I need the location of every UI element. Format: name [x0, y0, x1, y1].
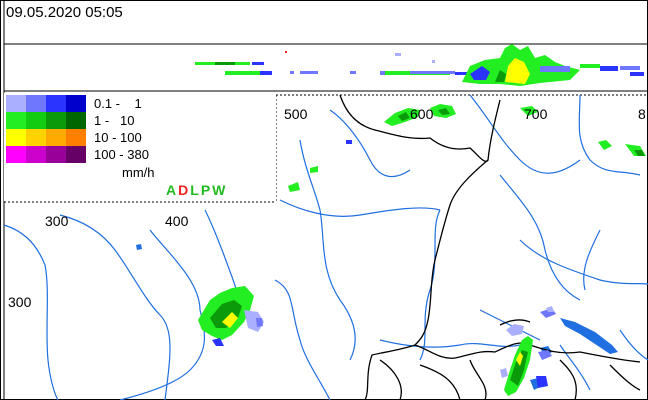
legend-swatch [46, 112, 66, 129]
legend-label: 100 - 380 [94, 147, 149, 162]
legend-swatch [26, 146, 46, 163]
tick-label-top: 700 [524, 106, 548, 122]
legend-swatch [6, 146, 26, 163]
tick-label-top: 600 [410, 106, 434, 122]
tick-label-inner: 400 [165, 213, 189, 229]
tick-label-top: 8 [638, 106, 646, 122]
tick-label-inner: 300 [45, 213, 69, 229]
legend-swatch [6, 95, 26, 112]
legend-swatch [66, 112, 86, 129]
borders [339, 94, 641, 400]
legend-label: 0.1 - 1 [94, 96, 142, 111]
legend: 0.1 - 1 1 - 10 10 - 100 100 - 380 mm/h A… [4, 93, 276, 201]
station-codes: ADLPW [166, 182, 227, 198]
timestamp: 09.05.2020 05:05 [6, 4, 123, 21]
legend-swatch [6, 112, 26, 129]
radar-echoes [198, 104, 646, 396]
station-code: D [178, 182, 191, 198]
legend-swatch [66, 129, 86, 146]
tick-label-top: 500 [284, 106, 308, 122]
station-code: L [190, 182, 201, 198]
station-code: A [166, 182, 179, 198]
legend-swatch [26, 129, 46, 146]
station-code: W [212, 182, 228, 198]
legend-swatch [6, 129, 26, 146]
legend-swatch [46, 129, 66, 146]
legend-swatch [46, 95, 66, 112]
legend-swatch [26, 112, 46, 129]
legend-swatch [46, 146, 66, 163]
legend-swatch [66, 95, 86, 112]
legend-label: 1 - 10 [94, 113, 135, 128]
station-code: P [200, 182, 213, 198]
legend-swatch [26, 95, 46, 112]
cross-section-echoes [195, 44, 644, 86]
tick-label-left: 300 [8, 294, 32, 310]
legend-swatch [66, 146, 86, 163]
grid-rulers [4, 94, 648, 203]
legend-unit: mm/h [122, 165, 155, 180]
legend-label: 10 - 100 [94, 130, 142, 145]
